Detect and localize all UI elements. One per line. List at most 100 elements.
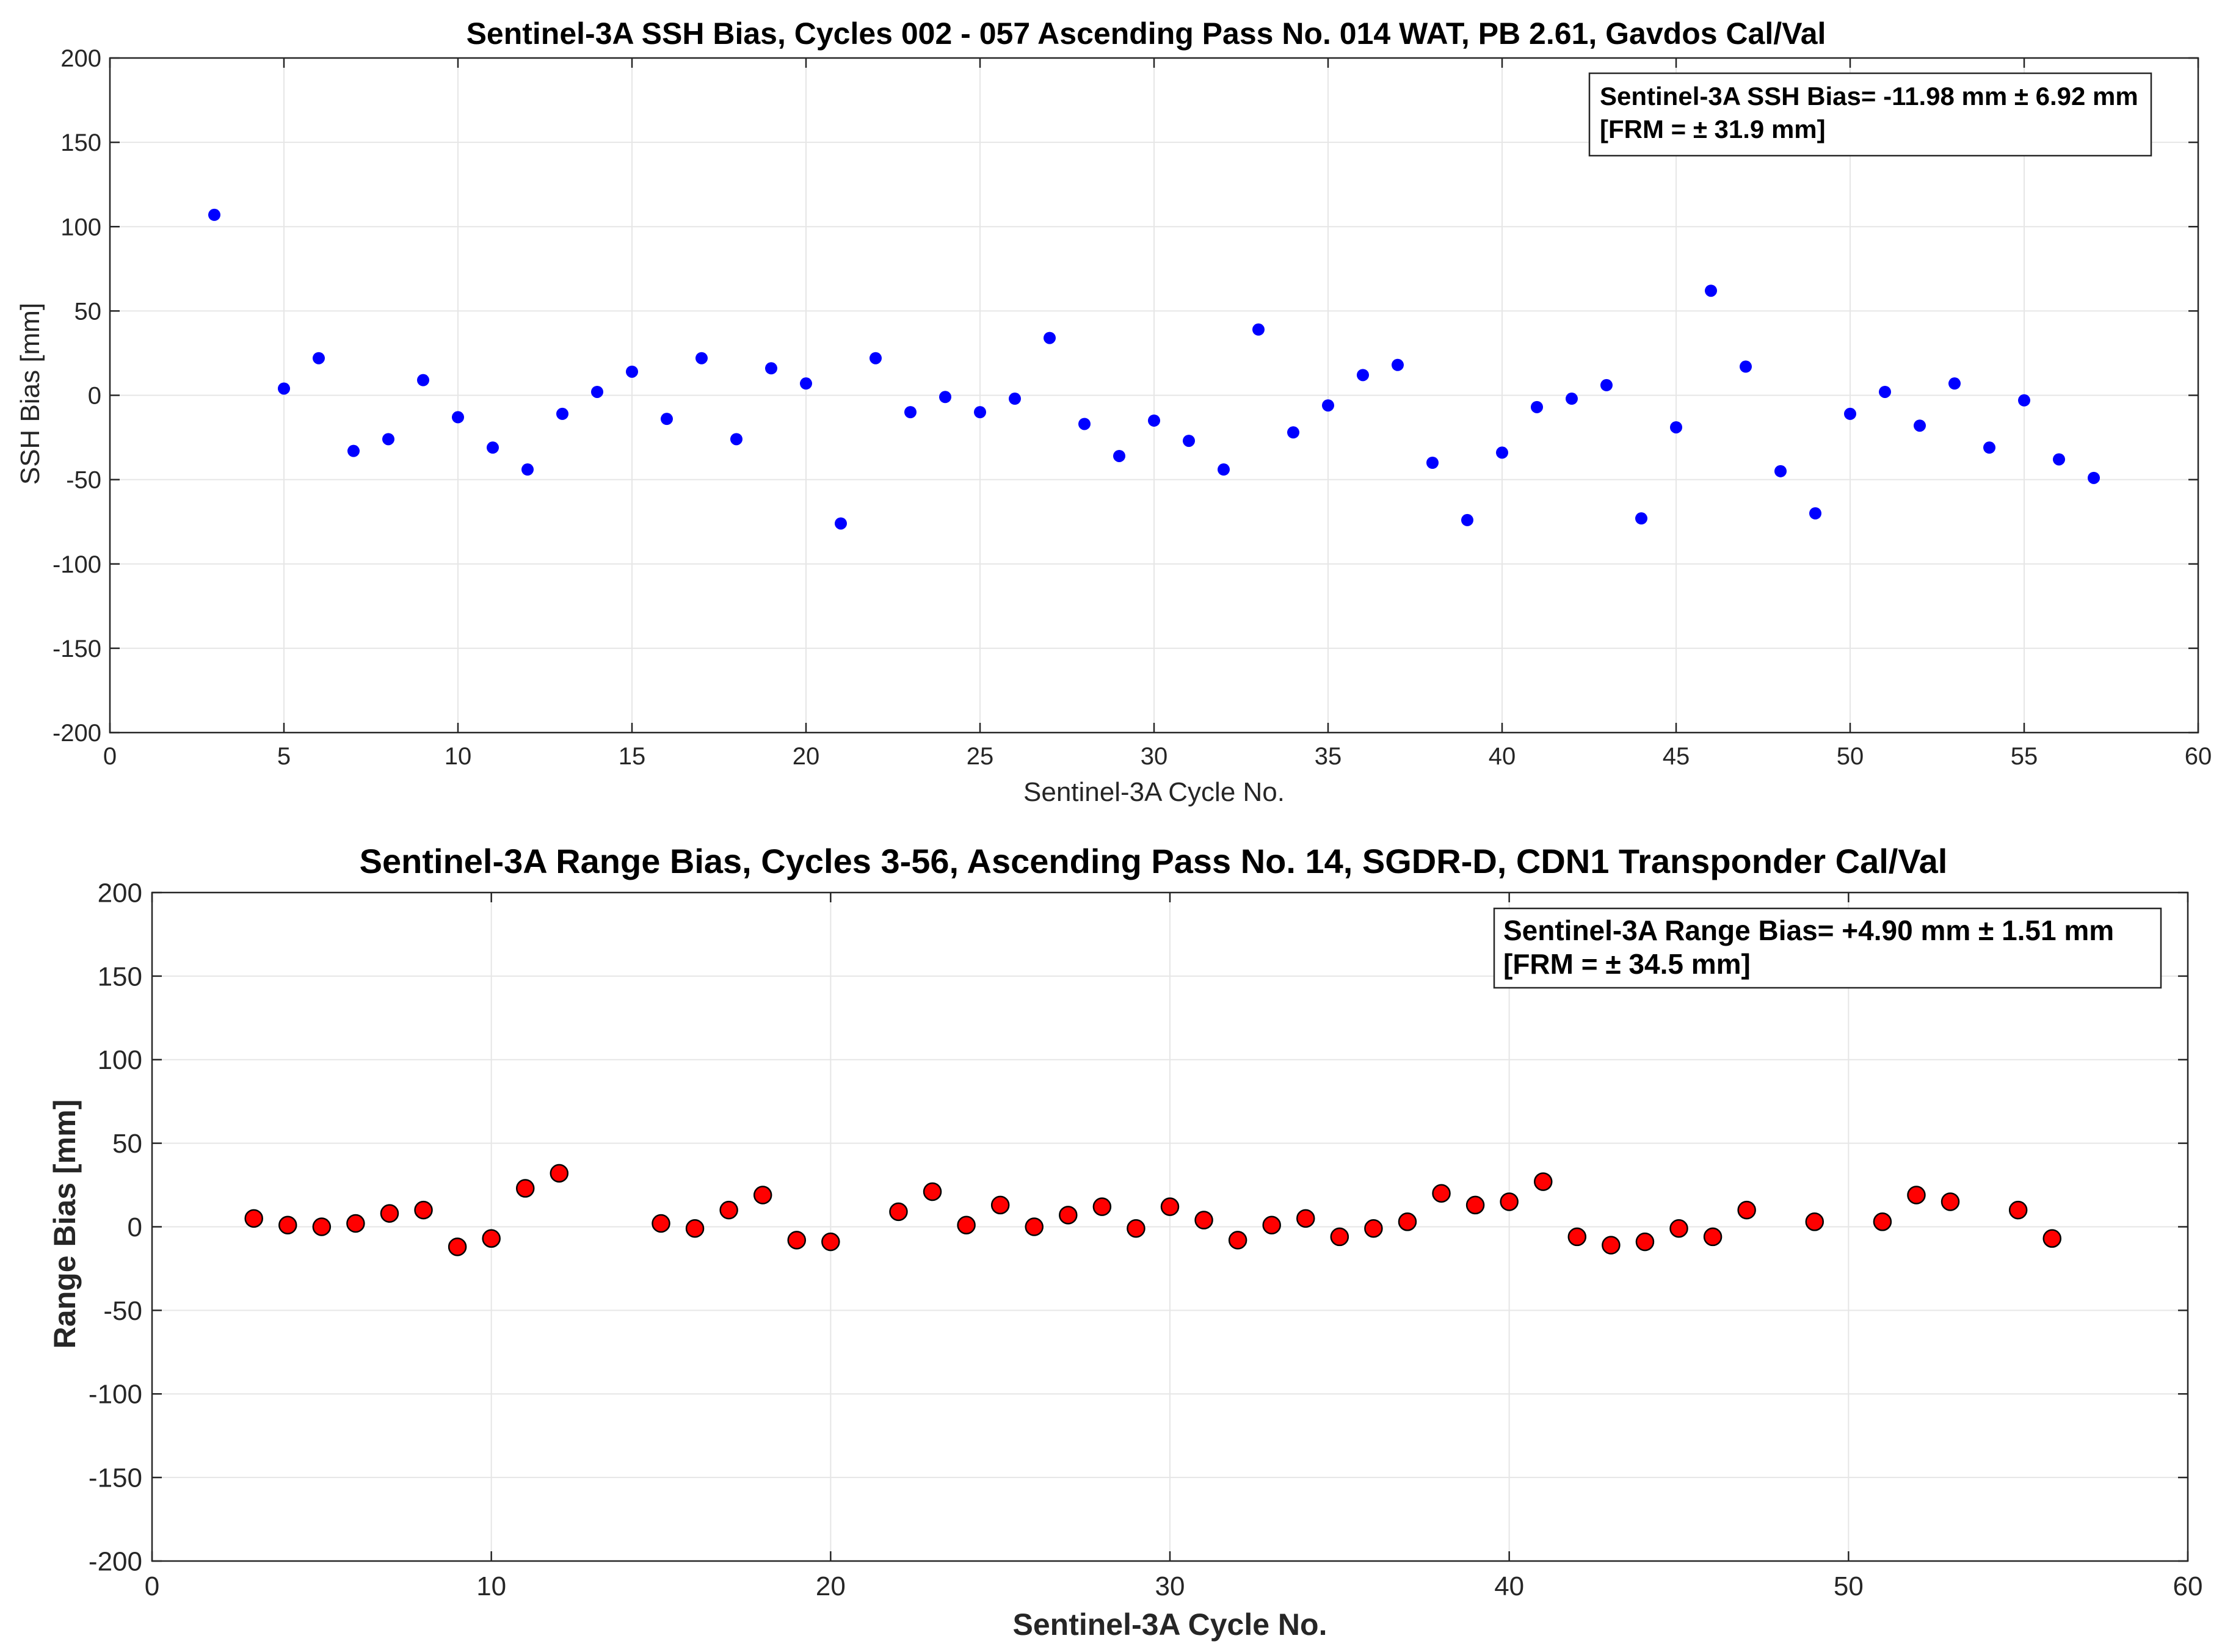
x-tick-label: 50 <box>1837 743 1864 770</box>
data-point <box>1879 385 1891 398</box>
y-tick-label: 150 <box>60 129 101 156</box>
x-tick-label: 10 <box>445 743 472 770</box>
data-point <box>1148 414 1160 427</box>
data-point <box>1809 507 1821 520</box>
data-point <box>1496 446 1508 459</box>
y-tick-label: -200 <box>89 1546 142 1576</box>
data-point <box>1873 1212 1892 1231</box>
data-point <box>1262 1215 1281 1235</box>
data-point <box>1218 463 1230 476</box>
data-point <box>1941 1192 1960 1211</box>
x-tick-label: 50 <box>1834 1571 1864 1601</box>
data-point <box>1287 426 1299 439</box>
y-tick-label: 0 <box>128 1212 142 1242</box>
data-point <box>1567 1227 1587 1247</box>
data-point <box>1669 1219 1688 1238</box>
data-point <box>521 463 534 476</box>
data-point <box>346 1214 365 1233</box>
y-tick-label: 0 <box>88 383 101 410</box>
data-point <box>278 1215 297 1235</box>
data-point <box>685 1219 705 1238</box>
y-tick-label: -100 <box>53 551 101 578</box>
data-point <box>482 1229 501 1248</box>
chart-title: Sentinel-3A SSH Bias, Cycles 002 - 057 A… <box>467 16 1826 51</box>
data-point <box>1044 331 1056 344</box>
data-point <box>1009 393 1021 405</box>
y-axis-label: SSH Bias [mm] <box>15 303 45 485</box>
data-point <box>312 1217 332 1236</box>
x-axis-label: Sentinel-3A Cycle No. <box>1013 1607 1327 1642</box>
data-point <box>1531 400 1543 413</box>
data-points <box>244 1164 2061 1256</box>
y-tick-label: 100 <box>98 1045 142 1075</box>
data-point <box>208 208 220 221</box>
data-point <box>1113 449 1125 462</box>
data-point <box>2042 1229 2061 1248</box>
data-point <box>821 1232 840 1252</box>
data-point <box>626 365 638 378</box>
data-point <box>1357 369 1369 382</box>
data-point <box>1461 513 1473 526</box>
x-tick-label: 45 <box>1663 743 1690 770</box>
y-tick-label: -50 <box>103 1296 142 1326</box>
y-tick-label: -100 <box>89 1380 142 1410</box>
data-point <box>448 1237 467 1256</box>
data-point <box>2088 471 2100 484</box>
data-point <box>278 382 290 395</box>
data-point <box>787 1231 807 1250</box>
y-tick-label: 200 <box>60 45 101 72</box>
data-point <box>1635 512 1647 525</box>
data-point <box>1228 1231 1247 1250</box>
data-point <box>591 385 603 398</box>
data-point <box>939 391 951 404</box>
data-point <box>1127 1219 1145 1238</box>
stats-annotation-box: Sentinel-3A Range Bias= +4.90 mm ± 1.51 … <box>1493 907 2162 989</box>
data-point <box>1600 379 1613 391</box>
y-tick-label: 50 <box>74 298 102 325</box>
data-point <box>1364 1219 1383 1238</box>
x-axis-label: Sentinel-3A Cycle No. <box>1023 777 1285 807</box>
data-point <box>1703 1227 1723 1247</box>
data-point <box>1907 1186 1926 1205</box>
y-tick-label: 100 <box>60 214 101 241</box>
data-point <box>1296 1209 1315 1228</box>
stats-annotation-box: Sentinel-3A SSH Bias= -11.98 mm ± 6.92 m… <box>1588 72 2152 157</box>
x-tick-label: 0 <box>145 1571 159 1601</box>
data-point <box>556 407 568 420</box>
x-tick-label: 15 <box>619 743 646 770</box>
data-point <box>2053 453 2065 466</box>
data-point <box>1670 421 1682 433</box>
data-point <box>414 1200 433 1220</box>
data-point <box>2018 394 2030 407</box>
data-point <box>417 374 429 386</box>
data-point <box>974 406 986 419</box>
annotation-line-1: Sentinel-3A Range Bias= +4.90 mm ± 1.51 … <box>1503 915 2114 946</box>
data-point <box>1566 393 1578 405</box>
annotation-line-1: Sentinel-3A SSH Bias= -11.98 mm ± 6.92 m… <box>1600 82 2138 110</box>
data-point <box>1183 435 1195 447</box>
x-tick-label: 40 <box>1489 743 1516 770</box>
y-tick-label: 50 <box>112 1129 142 1159</box>
data-point <box>1500 1192 1519 1211</box>
x-tick-label: 25 <box>967 743 994 770</box>
y-axis-ticks: 200 150 100 50 0 -50 -100 -150 -200 <box>89 878 2188 1576</box>
data-point <box>1392 358 1404 371</box>
x-tick-label: 10 <box>476 1571 506 1601</box>
x-tick-label: 20 <box>816 1571 846 1601</box>
x-tick-label: 20 <box>793 743 820 770</box>
x-tick-label: 40 <box>1494 1571 1524 1601</box>
data-point <box>1844 407 1856 420</box>
data-point <box>1740 360 1752 373</box>
data-point <box>1533 1172 1553 1191</box>
data-point <box>347 444 360 457</box>
data-point <box>923 1182 942 1201</box>
y-tick-label: -150 <box>53 636 101 662</box>
data-point <box>730 433 742 446</box>
data-points <box>208 208 2100 530</box>
data-point <box>1194 1211 1213 1230</box>
y-tick-label: 200 <box>98 878 142 908</box>
y-axis-ticks: 200 150 100 50 0 -50 -100 -150 -200 <box>53 45 2198 747</box>
chart-title: Sentinel-3A Range Bias, Cycles 3-56, Asc… <box>360 842 1948 880</box>
data-point <box>1983 441 1995 454</box>
